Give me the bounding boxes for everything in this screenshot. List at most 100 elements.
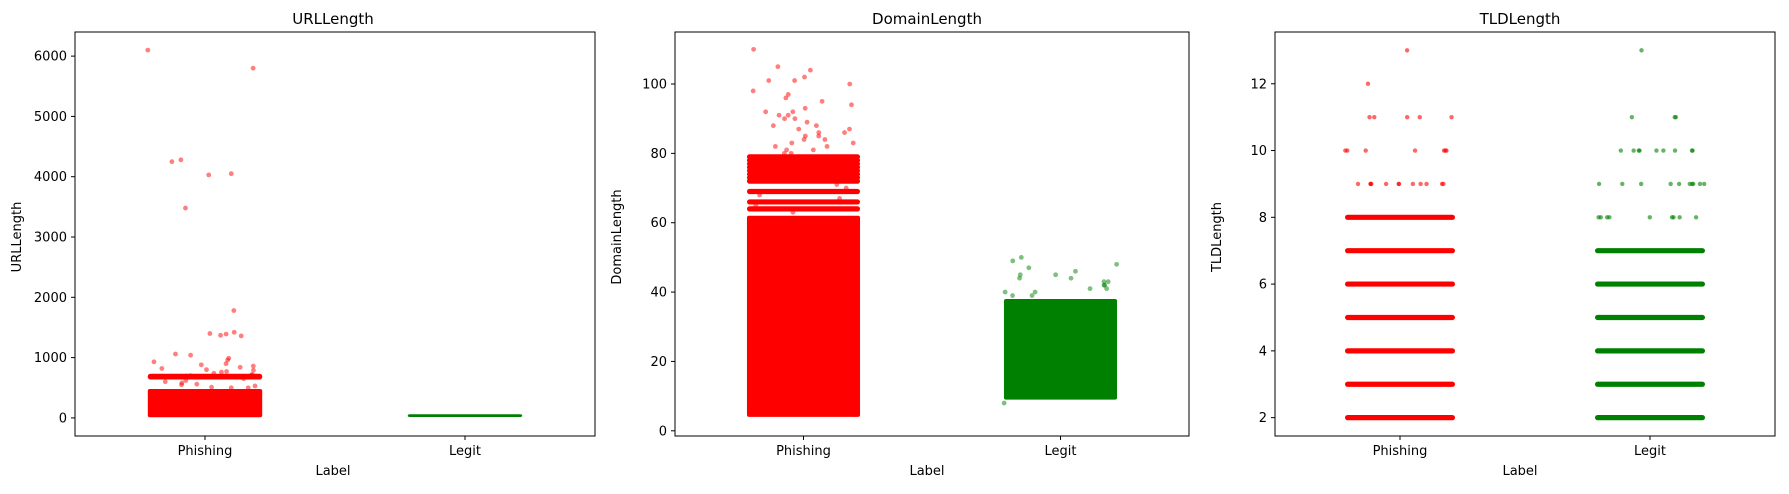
domainlength-phishing-point	[847, 126, 852, 132]
urllength-phishing-point	[207, 331, 213, 336]
domainlength-marks	[746, 46, 1120, 417]
tldlength-x-tick-label-legit: Legit	[1634, 444, 1666, 459]
urllength-axes-frame	[74, 31, 596, 437]
urllength-phishing-point	[162, 379, 168, 385]
domainlength-phishing-point	[790, 209, 796, 215]
domainlength-phishing-point	[847, 81, 853, 87]
tldlength-plot-area: 2 4 6 8 10 12 Phishing Legit	[1250, 31, 1776, 459]
domainlength-y-axis-label: DomainLength	[610, 189, 625, 284]
tldlength-legit-point	[1620, 181, 1625, 187]
tldlength-legit-point	[1607, 215, 1612, 220]
urllength-phishing-point	[178, 157, 184, 163]
tldlength-legit-point	[1596, 215, 1601, 220]
tldlength-legit-band	[1595, 381, 1705, 387]
domainlength-phishing-point	[801, 137, 807, 142]
urllength-phishing-point	[209, 384, 214, 390]
tldlength-legit-point	[1677, 215, 1682, 220]
domainlength-phishing-point	[775, 64, 781, 70]
urllength-phishing-point	[223, 361, 229, 367]
urllength-phishing-strip	[145, 47, 263, 418]
tldlength-phishing-point	[1365, 81, 1371, 86]
domainlength-legit-point	[1026, 265, 1032, 271]
domainlength-phishing-point	[796, 126, 802, 132]
urllength-phishing-point	[179, 382, 184, 388]
tldlength-x-axis-label: Label	[1502, 464, 1537, 479]
domainlength-phishing-dense-points	[746, 215, 861, 417]
tldlength-legit-point	[1639, 48, 1644, 53]
urllength-phishing-point	[245, 385, 251, 391]
urllength-y-tick-label: 2000	[34, 291, 67, 306]
tldlength-legit-point	[1629, 114, 1635, 120]
domainlength-legit-point	[1029, 293, 1035, 298]
urllength-phishing-point	[188, 352, 194, 358]
urllength-phishing-point	[194, 381, 200, 387]
domainlength-phishing-point	[802, 74, 807, 80]
tldlength-y-tick-label: 12	[1250, 77, 1267, 92]
tldlength-y-tick-label: 4	[1259, 344, 1267, 359]
domainlength-phishing-point	[766, 78, 772, 83]
domainlength-phishing-strip	[746, 46, 861, 417]
urllength-legit-strip	[407, 414, 523, 418]
tldlength-phishing-band	[1345, 314, 1455, 321]
urllength-phishing-point	[250, 363, 256, 369]
urllength-phishing-point	[223, 331, 229, 337]
domainlength-phishing-point	[813, 123, 819, 129]
urllength-y-tick-label: 0	[59, 411, 67, 426]
domainlength-legit-strip	[1001, 255, 1120, 406]
domainlength-phishing-point	[850, 140, 856, 146]
urllength-y-tick-label: 5000	[34, 110, 67, 125]
tldlength-y-tick-label: 6	[1259, 278, 1267, 293]
tldlength-phishing-band	[1345, 248, 1455, 254]
urllength-title: URLLength	[292, 10, 374, 28]
domainlength-legit-point	[1002, 289, 1008, 295]
tldlength-legit-point	[1697, 181, 1703, 187]
domainlength-phishing-point	[816, 133, 822, 139]
urllength-phishing-point	[225, 357, 231, 363]
urllength-phishing-point	[218, 332, 223, 338]
domainlength-phishing-point	[753, 202, 759, 208]
urllength-phishing-point	[183, 378, 189, 383]
tldlength-axes-frame	[1274, 31, 1776, 437]
domainlength-axes-frame	[674, 31, 1190, 437]
tldlength-title: TLDLength	[1479, 10, 1561, 28]
domainlength-phishing-point	[842, 130, 847, 135]
tldlength-legit-point	[1687, 181, 1692, 187]
tldlength-legit-point	[1671, 215, 1676, 220]
domainlength-phishing-point	[834, 182, 840, 187]
tldlength-phishing-band	[1345, 348, 1455, 354]
urllength-phishing-point	[173, 351, 178, 357]
domainlength-x-tick-label-phishing: Phishing	[776, 444, 831, 459]
domainlength-legit-point	[1010, 293, 1015, 298]
tldlength-phishing-point	[1404, 114, 1410, 120]
tldlength-phishing-point	[1410, 181, 1416, 187]
tldlength-phishing-point	[1355, 181, 1361, 187]
tldlength-legit-point	[1647, 215, 1653, 220]
domainlength-y-tick-label: 60	[650, 216, 667, 231]
tldlength-phishing-point	[1424, 181, 1429, 187]
urllength-phishing-point	[250, 65, 256, 71]
urllength-y-tick-label: 1000	[34, 351, 67, 366]
tldlength-phishing-band	[1345, 415, 1455, 421]
domainlength-phishing-point	[822, 137, 828, 142]
tldlength-legit-strip	[1595, 48, 1707, 421]
domainlength-phishing-point	[772, 144, 778, 149]
urllength-phishing-point	[252, 383, 258, 389]
domainlength-phishing-point	[789, 140, 795, 146]
urllength-phishing-dense-points	[147, 388, 263, 418]
tldlength-legit-band	[1595, 314, 1705, 321]
domainlength-legit-point	[1101, 282, 1107, 288]
tldlength-phishing-point	[1363, 148, 1368, 153]
tldlength-legit-point	[1668, 181, 1673, 187]
domainlength-legit-point	[1068, 275, 1074, 281]
urllength-phishing-point	[211, 370, 217, 376]
tldlength-phishing-point	[1441, 181, 1446, 187]
tldlength-phishing-strip	[1343, 48, 1455, 421]
urllength-phishing-point	[228, 385, 234, 391]
domainlength-phishing-point	[802, 105, 808, 111]
domainlength-legit-point	[1073, 268, 1078, 274]
domainlength-phishing-point	[824, 144, 830, 149]
domainlength-legit-point	[1017, 275, 1022, 281]
urllength-marks	[145, 47, 523, 418]
urllength-phishing-point	[187, 373, 193, 379]
